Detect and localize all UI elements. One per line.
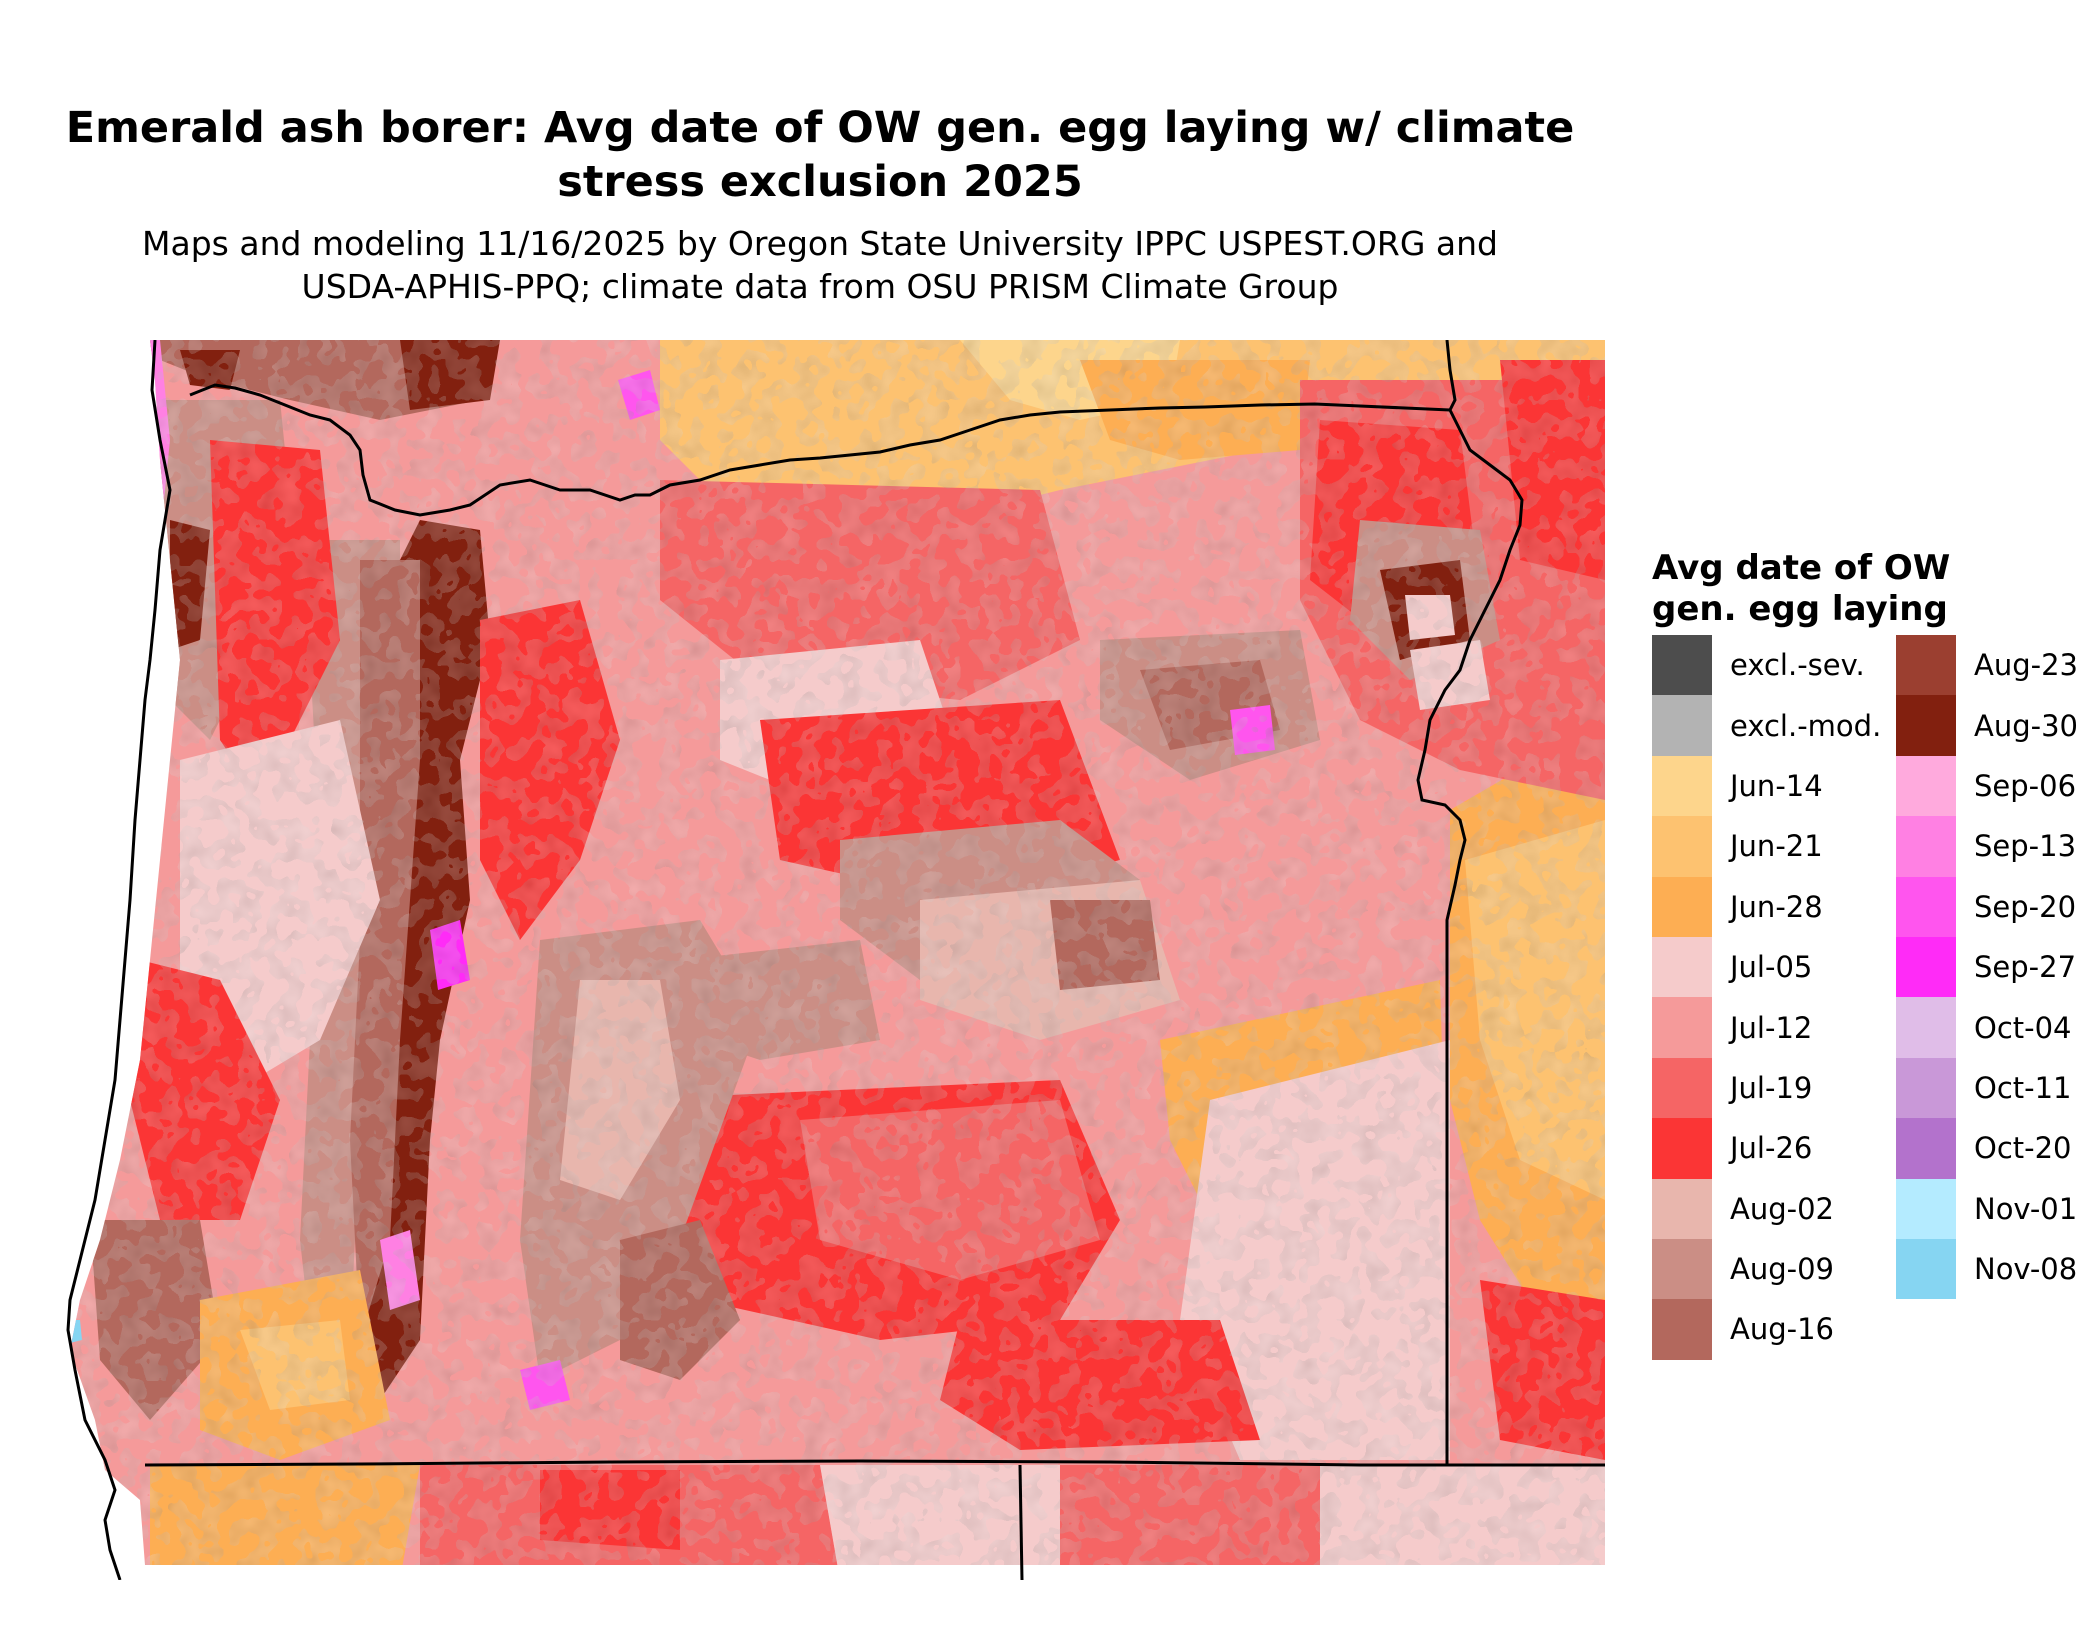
legend-swatch xyxy=(1652,997,1712,1058)
state-boundaries xyxy=(66,340,1605,1580)
legend-swatch xyxy=(1896,936,1956,998)
legend-item: Aug-09 xyxy=(1652,1238,1881,1300)
legend-label: Jul-19 xyxy=(1730,1070,1813,1105)
legend-item: Jul-26 xyxy=(1652,1118,1881,1179)
legend-item: excl.-mod. xyxy=(1652,695,1882,756)
legend-column-2: Aug-23 Aug-30 Sep-06 Sep-13 Sep-20 Sep-27 Oct-… xyxy=(1896,635,2078,1300)
california-nevada-border xyxy=(1018,1464,1024,1580)
legend-item: Jul-12 xyxy=(1652,997,1881,1058)
legend-swatch xyxy=(1652,635,1712,696)
legend-item: Aug-30 xyxy=(1896,695,2078,756)
legend-swatch xyxy=(1652,695,1712,756)
legend-item: Jun-28 xyxy=(1652,876,1881,937)
legend-title-line1: Avg date of OW xyxy=(1652,548,1951,588)
legend-swatch xyxy=(1896,1238,1956,1300)
legend-item: Sep-13 xyxy=(1896,816,2078,877)
legend-swatch xyxy=(1652,1238,1712,1300)
legend-item: excl.-sev. xyxy=(1652,635,1881,696)
legend-label: Sep-20 xyxy=(1974,889,2077,924)
oregon-washington-border xyxy=(189,383,1451,517)
map-title-line1: Emerald ash borer: Avg date of OW gen. e… xyxy=(65,103,1575,153)
oregon-coastline xyxy=(66,340,172,1580)
legend-label: Jun-28 xyxy=(1730,889,1823,924)
legend-swatch xyxy=(1896,816,1956,877)
map-title-line2: stress exclusion 2025 xyxy=(557,157,1083,207)
legend-item: Nov-01 xyxy=(1896,1178,2078,1239)
legend-swatch xyxy=(1652,936,1712,998)
legend-label: Nov-08 xyxy=(1974,1252,2078,1287)
legend-label: Oct-04 xyxy=(1974,1010,2072,1045)
legend-item: Aug-02 xyxy=(1652,1178,1881,1239)
legend-title: Avg date of OW gen. egg laying xyxy=(1652,548,1950,630)
legend-item: Jul-05 xyxy=(1652,936,1881,998)
legend-swatch xyxy=(1896,1178,1956,1239)
legend-label: Aug-30 xyxy=(1974,708,2078,743)
oregon-idaho-border xyxy=(1416,340,1524,1465)
legend-item: Jul-19 xyxy=(1652,1057,1881,1119)
legend-label: Aug-23 xyxy=(1974,648,2078,683)
legend-title-line2: gen. egg laying xyxy=(1652,589,1948,629)
legend-swatch xyxy=(1652,1299,1712,1360)
legend-swatch xyxy=(1896,695,1956,756)
legend-swatch xyxy=(1896,876,1956,937)
legend-swatch xyxy=(1896,1057,1956,1119)
legend-item: Aug-23 xyxy=(1896,635,2078,696)
legend-swatch xyxy=(1652,1118,1712,1179)
legend-label: excl.-sev. xyxy=(1730,648,1865,683)
legend-label: Jul-26 xyxy=(1730,1131,1813,1166)
legend-item: Jun-21 xyxy=(1652,816,1881,877)
legend-label: Jun-14 xyxy=(1730,768,1823,803)
legend-column-1: excl.-sev. excl.-mod. Jun-14 Jun-21 Jun-28 Ju… xyxy=(1652,635,1881,1360)
legend-label: Jul-12 xyxy=(1730,1010,1813,1045)
legend-swatch xyxy=(1896,635,1956,696)
legend-item: Sep-20 xyxy=(1896,876,2078,937)
legend-item: Oct-04 xyxy=(1896,997,2078,1058)
legend-swatch xyxy=(1896,755,1956,817)
legend-item: Sep-06 xyxy=(1896,755,2078,817)
oregon-raster-map xyxy=(66,340,1605,1580)
legend-label: Sep-27 xyxy=(1974,950,2077,985)
legend-swatch xyxy=(1652,755,1712,817)
legend-item: Sep-27 xyxy=(1896,936,2078,998)
raster-layer xyxy=(70,340,1605,1565)
legend-label: Aug-09 xyxy=(1730,1252,1834,1287)
legend-label: Sep-13 xyxy=(1974,829,2077,864)
map-subtitle-line1: Maps and modeling 11/16/2025 by Oregon S… xyxy=(142,224,1498,263)
legend-swatch xyxy=(1652,1178,1712,1239)
oregon-southern-border xyxy=(144,1459,1605,1467)
legend-item: Oct-20 xyxy=(1896,1118,2078,1179)
legend-swatch xyxy=(1652,1057,1712,1119)
legend-swatch xyxy=(1896,1118,1956,1179)
map-subtitle-line2: USDA-APHIS-PPQ; climate data from OSU PR… xyxy=(301,267,1339,306)
legend-label: Aug-02 xyxy=(1730,1191,1834,1226)
legend-label: Jun-21 xyxy=(1730,829,1823,864)
legend-label: excl.-mod. xyxy=(1730,708,1882,743)
legend-item: Nov-08 xyxy=(1896,1238,2078,1300)
legend-item: Oct-11 xyxy=(1896,1057,2078,1119)
legend-label: Aug-16 xyxy=(1730,1312,1834,1347)
legend-label: Oct-20 xyxy=(1974,1131,2072,1166)
legend-label: Jul-05 xyxy=(1730,950,1813,985)
legend-label: Oct-11 xyxy=(1974,1070,2072,1105)
legend-label: Nov-01 xyxy=(1974,1191,2078,1226)
legend-swatch xyxy=(1652,876,1712,937)
legend-label: Sep-06 xyxy=(1974,768,2077,803)
legend-item: Jun-14 xyxy=(1652,755,1881,817)
legend-item: Aug-16 xyxy=(1652,1299,1881,1360)
legend-swatch xyxy=(1896,997,1956,1058)
legend-swatch xyxy=(1652,816,1712,877)
